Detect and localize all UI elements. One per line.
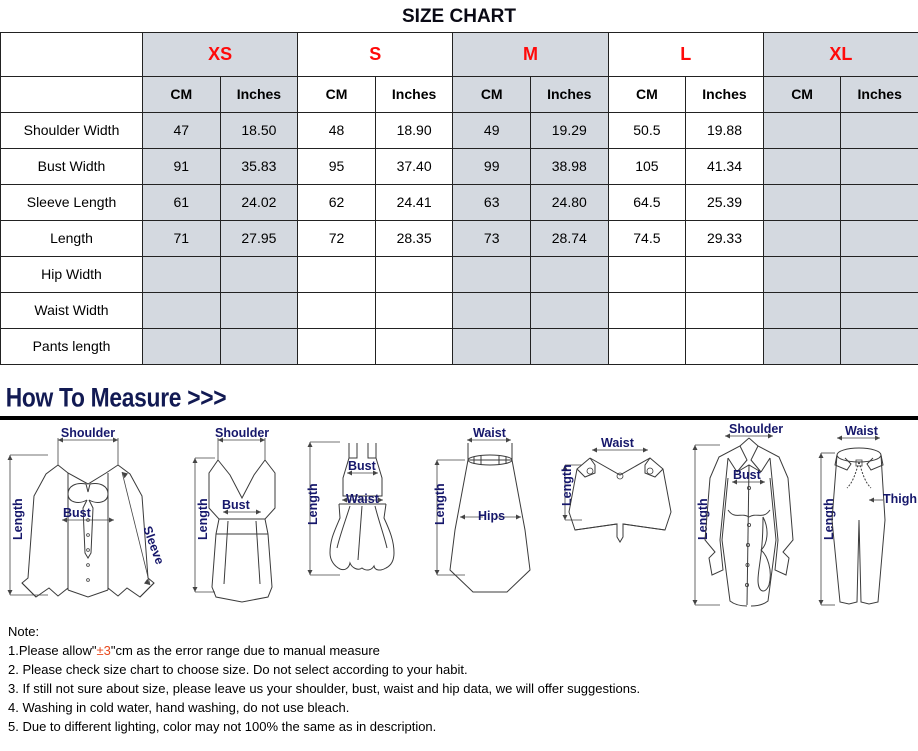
svg-text:Length: Length xyxy=(196,498,210,540)
svg-text:Bust: Bust xyxy=(222,498,251,512)
svg-text:Shoulder: Shoulder xyxy=(61,426,115,440)
svg-text:Waist: Waist xyxy=(601,436,635,450)
svg-text:Shoulder: Shoulder xyxy=(729,422,783,436)
svg-text:Waist: Waist xyxy=(473,426,507,440)
svg-text:Length: Length xyxy=(433,483,447,525)
svg-text:Length: Length xyxy=(11,498,25,540)
svg-text:Thigh: Thigh xyxy=(883,492,917,506)
svg-text:Bust: Bust xyxy=(348,459,377,473)
svg-text:Bust: Bust xyxy=(63,506,92,520)
svg-text:Length: Length xyxy=(306,483,320,525)
svg-text:Hips: Hips xyxy=(478,509,505,523)
svg-text:Bust: Bust xyxy=(733,468,762,482)
svg-text:Waist: Waist xyxy=(845,424,879,438)
svg-text:Shoulder: Shoulder xyxy=(215,426,269,440)
svg-text:Length: Length xyxy=(560,464,574,506)
svg-text:Waist: Waist xyxy=(346,492,380,506)
svg-text:Length: Length xyxy=(822,498,836,540)
